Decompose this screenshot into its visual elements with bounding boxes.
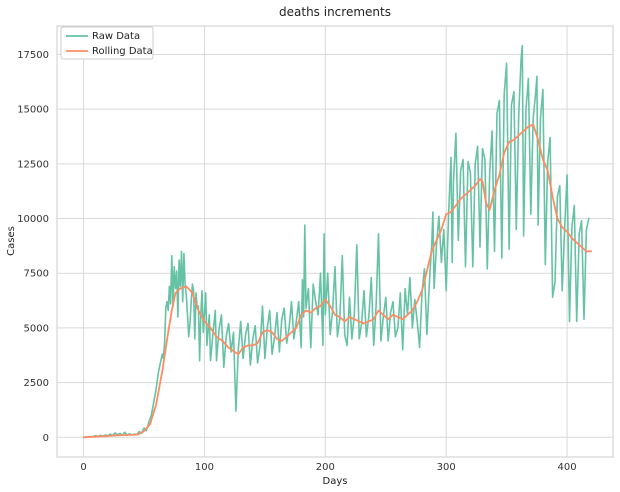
grid-lines [57,26,613,457]
x-tick-label: 400 [558,462,577,473]
series-layer [82,44,593,439]
y-tick-label: 15000 [17,105,49,116]
x-axis-label: Days [323,476,348,487]
series-line-rolling-data [82,123,593,439]
y-tick-label: 10000 [17,214,49,225]
y-tick-label: 5000 [24,323,49,334]
chart-title: deaths increments [279,5,391,19]
y-tick-label: 7500 [24,269,49,280]
y-tick-label: 0 [43,433,49,444]
legend-label-raw-data: Raw Data [92,31,140,42]
y-axis-label: Cases [6,226,17,256]
x-tick-label: 200 [316,462,335,473]
tick-labels: 0 100 200 300 400 0 2500 5000 7500 10000 12500 1500… [17,50,576,473]
x-tick-label: 0 [80,462,86,473]
x-tick-label: 300 [437,462,456,473]
x-tick-label: 100 [195,462,214,473]
legend: Raw Data Rolling Data [60,26,154,60]
y-tick-label: 2500 [24,378,49,389]
legend-label-rolling-data: Rolling Data [92,46,153,57]
y-tick-label: 12500 [17,159,49,170]
y-tick-label: 17500 [17,50,49,61]
plot-area [56,25,614,458]
